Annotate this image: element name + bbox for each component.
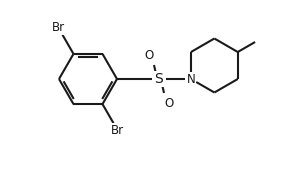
Text: N: N [186, 73, 195, 85]
Text: Br: Br [52, 21, 65, 34]
Text: O: O [144, 49, 154, 62]
Text: S: S [155, 72, 163, 86]
Text: O: O [164, 96, 174, 110]
Text: Br: Br [111, 124, 124, 137]
